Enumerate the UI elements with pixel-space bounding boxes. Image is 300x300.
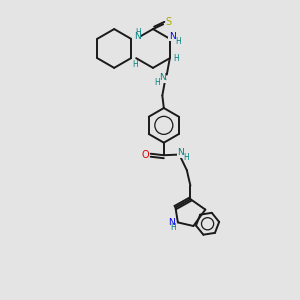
- Text: N: N: [169, 218, 175, 227]
- Text: H: H: [154, 78, 160, 87]
- Text: N: N: [134, 32, 141, 41]
- Text: H: H: [132, 60, 138, 69]
- Text: H: H: [183, 153, 189, 162]
- Text: N: N: [159, 73, 166, 82]
- Text: O: O: [142, 150, 149, 160]
- Text: N: N: [169, 32, 175, 41]
- Text: H: H: [175, 37, 181, 46]
- Text: S: S: [165, 17, 171, 28]
- Text: H: H: [135, 28, 140, 37]
- Text: H: H: [173, 54, 179, 63]
- Text: N: N: [178, 148, 184, 157]
- Text: H: H: [170, 223, 176, 232]
